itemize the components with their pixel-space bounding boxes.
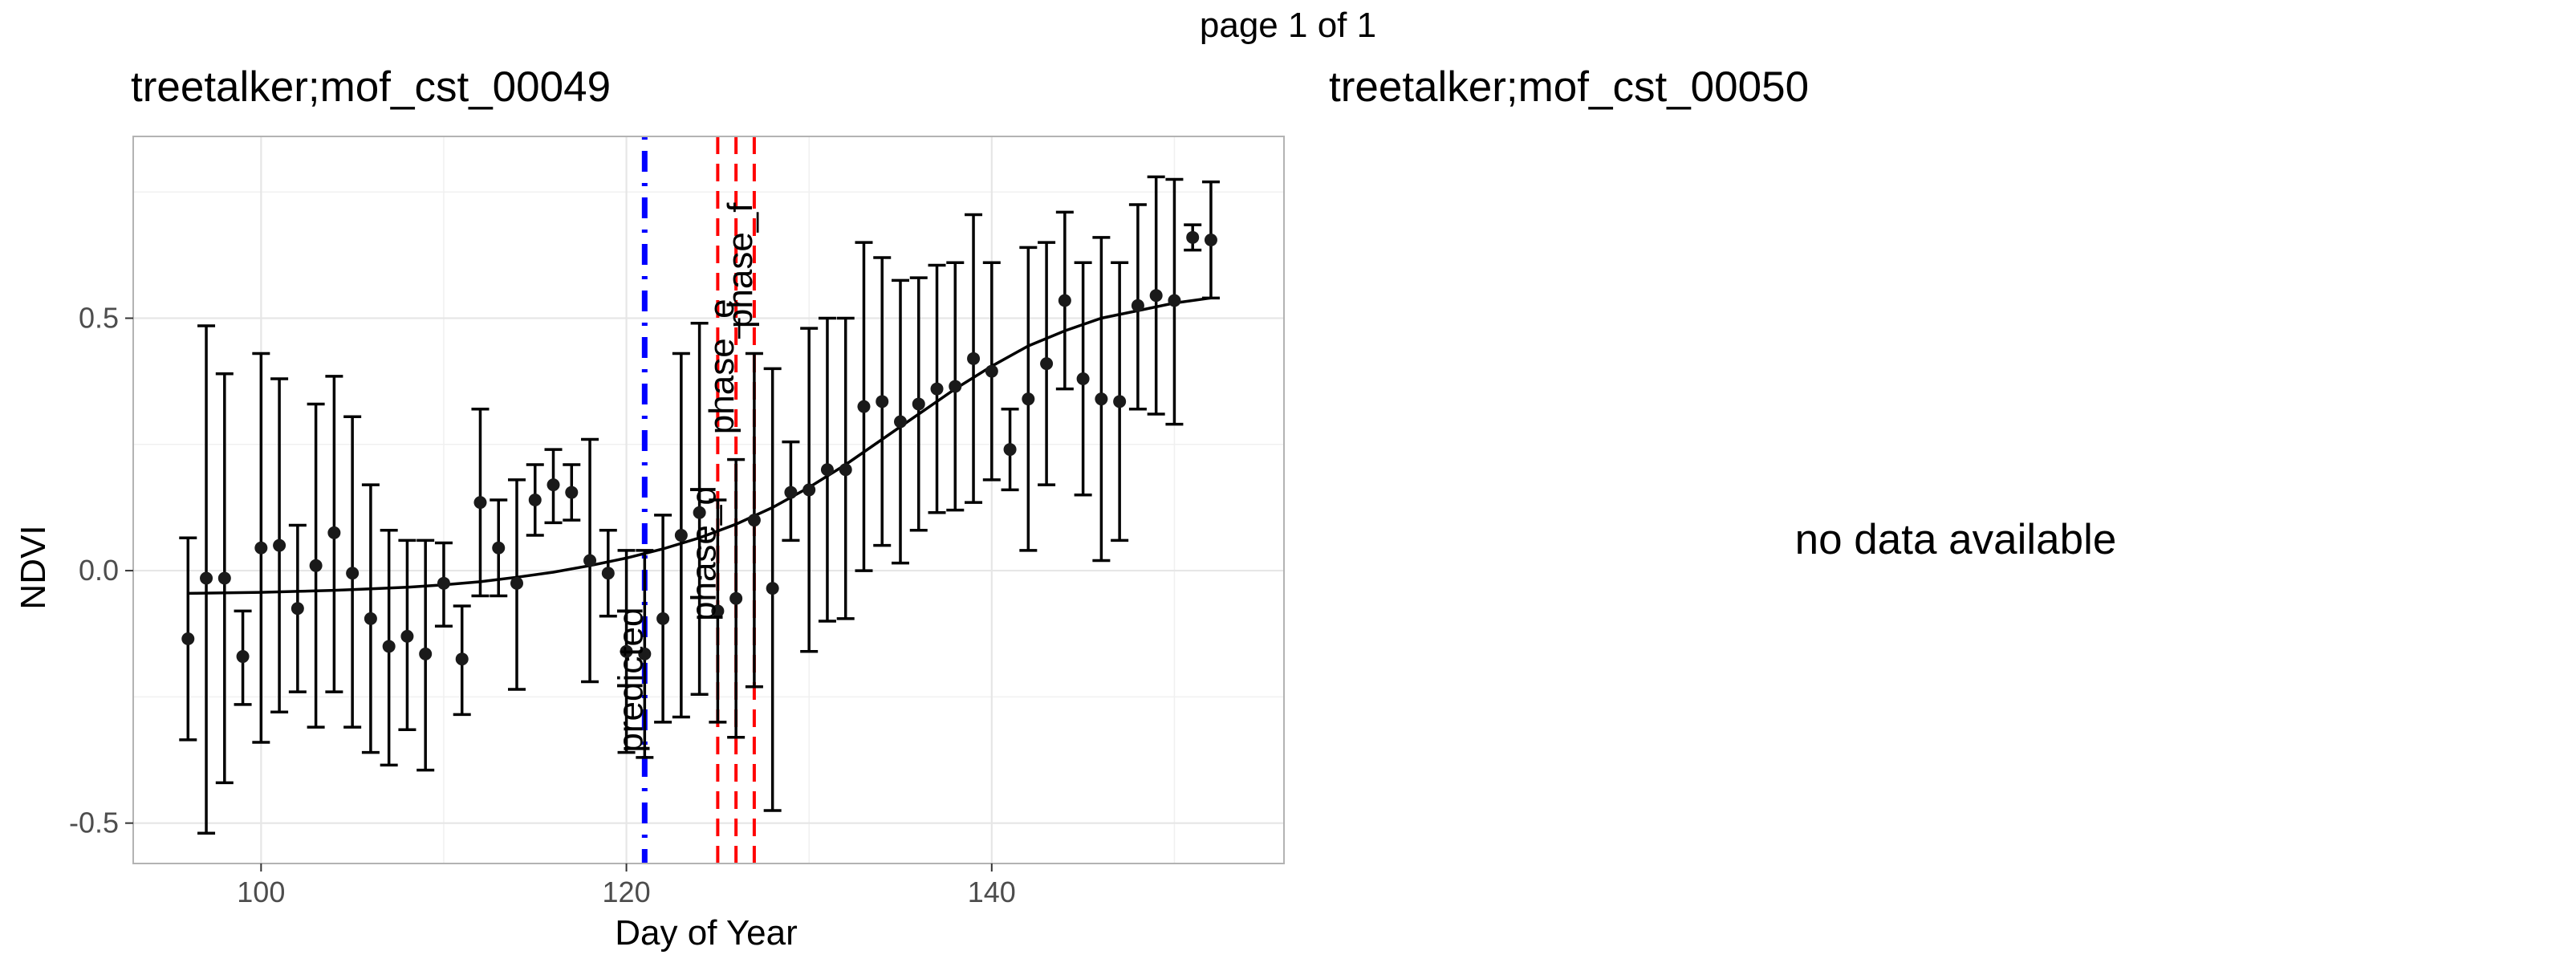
data-point [181,632,195,646]
data-point [254,541,268,555]
data-point [857,400,871,413]
data-point [601,567,615,580]
data-point [565,486,579,499]
data-point [473,496,487,510]
data-point [419,647,433,660]
reference-label-phase_d: phase_d [684,486,723,621]
page-label: page 1 of 1 [1200,6,1376,45]
data-point [364,612,377,625]
x-axis-ticks: 100 120 140 [237,863,1016,908]
data-point [546,478,560,492]
data-point [894,415,907,429]
data-point [1168,294,1181,307]
data-point [583,554,597,567]
data-point [1058,294,1071,307]
data-point [291,602,304,616]
data-point [802,483,816,497]
data-point [729,591,743,605]
data-points [181,230,1217,666]
data-point [784,486,798,499]
data-point [839,463,852,477]
data-point [1131,299,1144,312]
data-point [1003,443,1017,457]
data-point [382,640,396,653]
reference-label-phase_f: phase_f [721,202,760,328]
x-tick-label: 120 [603,876,651,908]
data-point [820,463,834,477]
data-point [674,529,688,542]
panel-title-left: treetalker;mof_cst_00049 [131,63,611,111]
data-point [620,644,633,658]
reference-label-predicted: predicted [611,607,650,753]
data-point [638,647,652,660]
data-point [967,351,981,365]
data-point [528,494,542,506]
data-point [327,526,341,539]
y-tick-label: -0.5 [69,807,119,839]
data-point [510,576,523,590]
data-point [400,629,414,643]
data-point [930,382,944,396]
data-point [1022,392,1035,406]
data-point [217,571,231,585]
data-point [711,604,725,618]
data-point [1204,233,1217,246]
data-point [1095,392,1108,406]
y-tick-label: 0.0 [79,554,119,587]
data-point [273,538,286,552]
x-axis-label: Day of Year [615,913,798,953]
data-point [1186,230,1200,244]
y-axis-label: NDVI [14,525,53,609]
panel-title-right: treetalker;mof_cst_00050 [1329,63,1809,111]
data-point [766,582,779,595]
plot-border [132,136,1285,864]
no-data-message: no data available [1795,516,2117,563]
x-tick-label: 140 [968,876,1016,908]
data-point [492,541,506,555]
x-tick-label: 100 [237,876,285,908]
data-point [236,650,250,664]
y-axis-ticks: -0.5 0.0 0.5 [69,302,133,839]
data-point [1149,289,1163,303]
data-point [1076,372,1090,385]
reference-label-phase_e: phase_e [702,299,742,434]
data-point [876,395,889,408]
data-point [949,380,962,393]
data-point [656,612,670,625]
y-tick-label: 0.5 [79,302,119,335]
data-point [1040,357,1054,371]
data-point [1113,395,1127,408]
data-point [437,576,450,590]
data-point [200,571,213,585]
data-point [309,559,323,572]
data-point [985,364,998,378]
data-point [346,567,360,580]
data-point [747,514,761,527]
data-point [455,652,469,666]
data-point [693,506,706,519]
grid-major [133,136,1284,863]
data-point [912,397,925,411]
